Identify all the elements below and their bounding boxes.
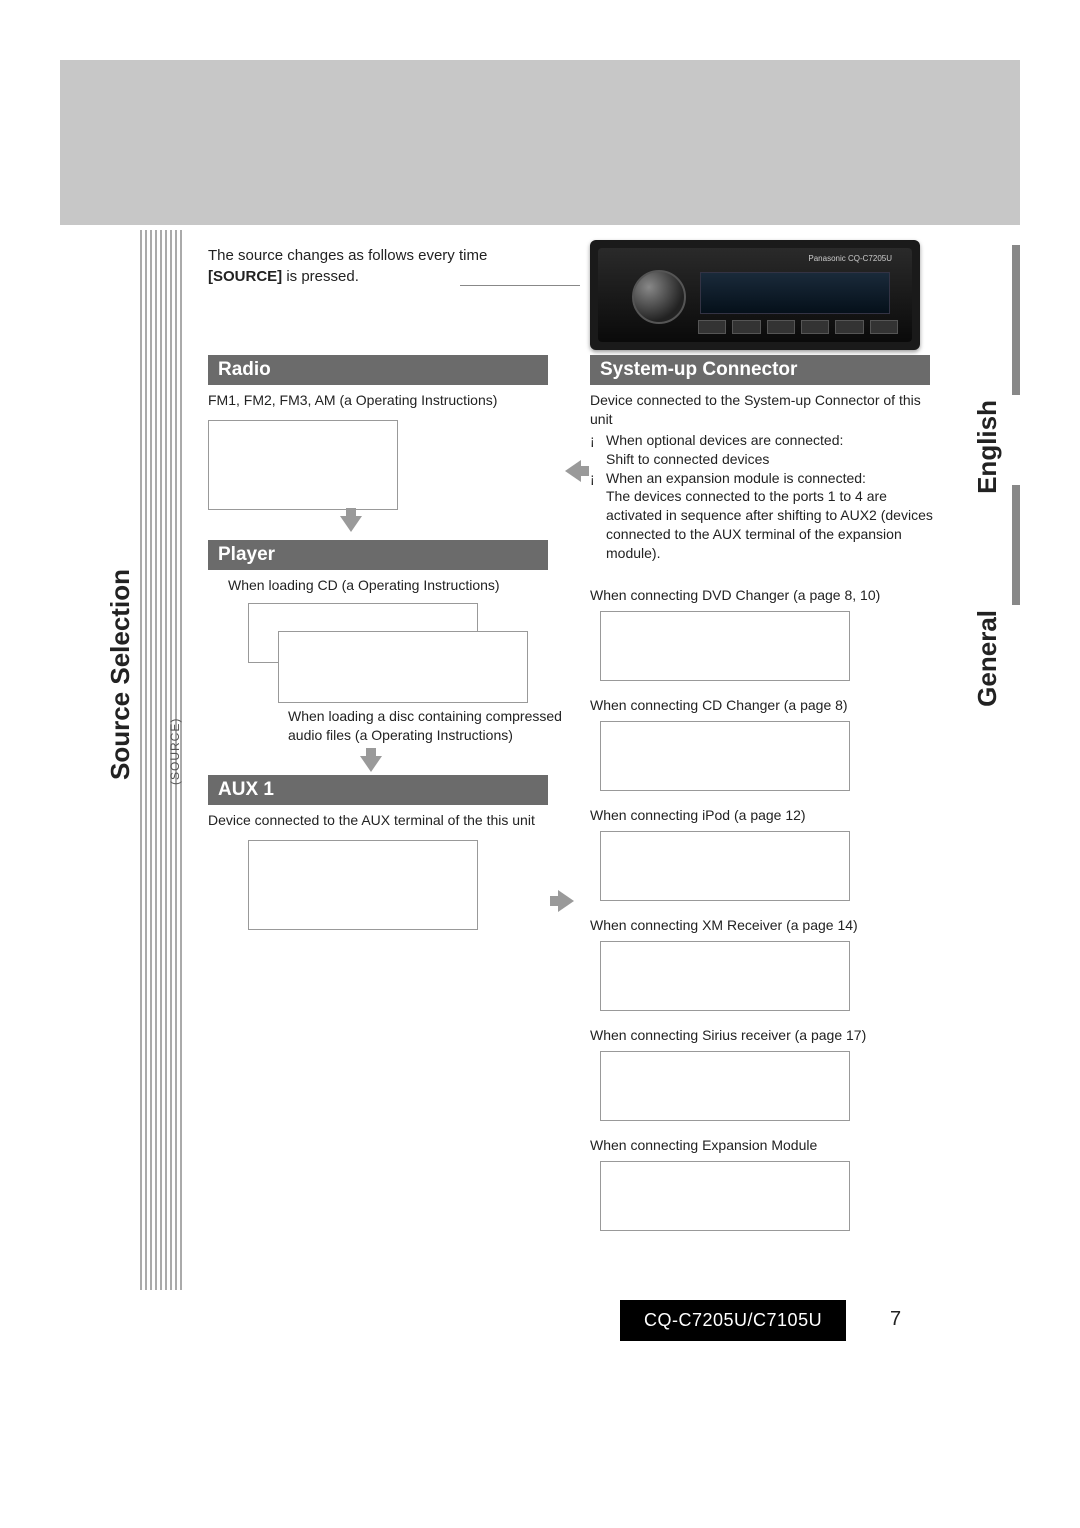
sysup-box-4 xyxy=(600,1051,850,1121)
sysup-item-3: When connecting XM Receiver (a page 14) xyxy=(590,916,950,935)
sysup-bullet2e: module). xyxy=(606,545,660,561)
device-button-row xyxy=(698,320,898,334)
section-bar-player: Player xyxy=(208,540,548,570)
sysup-item-cd: When connecting CD Changer (a page 8) xyxy=(590,690,950,791)
sysup-bullet1b: Shift to connected devices xyxy=(606,451,769,467)
device-knob xyxy=(632,270,686,324)
sysup-box-2 xyxy=(600,831,850,901)
sysup-bullet2b: The devices connected to the ports 1 to … xyxy=(606,488,887,504)
player-box-2 xyxy=(278,631,528,703)
sysup-item-dvd: When connecting DVD Changer (a page 8, 1… xyxy=(590,580,950,681)
player-text-cd: When loading CD (a Operating Instruction… xyxy=(228,576,568,595)
sysup-item-ipod: When connecting iPod (a page 12) xyxy=(590,800,950,901)
sysup-bullet2a: When an expansion module is connected: xyxy=(606,470,866,486)
sysup-bullet1a: When optional devices are connected: xyxy=(606,432,843,448)
manual-page: Source Selection (SOURCE) English Genera… xyxy=(60,60,1020,1468)
radio-display-box xyxy=(208,420,398,510)
intro-connector-line xyxy=(460,285,580,286)
sysup-bullet2: ¡ When an expansion module is connected:… xyxy=(590,469,950,563)
sysup-item-expansion: When connecting Expansion Module xyxy=(590,1130,950,1231)
tab-bar-general xyxy=(1012,485,1020,605)
section-bar-aux1: AUX 1 xyxy=(208,775,548,805)
sysup-bullet2d: connected to the AUX terminal of the exp… xyxy=(606,526,902,542)
section-systemup: System-up Connector Device connected to … xyxy=(590,355,950,563)
section-radio: Radio FM1, FM2, FM3, AM (a Operating Ins… xyxy=(208,355,568,510)
sysup-box-5 xyxy=(600,1161,850,1231)
arrow-radio-to-player xyxy=(340,510,362,538)
sysup-item-0: When connecting DVD Changer (a page 8, 1… xyxy=(590,586,950,605)
aux1-box xyxy=(248,840,478,930)
section-player: Player When loading CD (a Operating Inst… xyxy=(208,540,568,745)
sysup-intro2: unit xyxy=(590,410,950,429)
sysup-box-3 xyxy=(600,941,850,1011)
player-text-compressed2: audio files (a Operating Instructions) xyxy=(288,726,568,745)
tab-label-english: English xyxy=(972,400,1003,494)
sysup-item-xm: When connecting XM Receiver (a page 14) xyxy=(590,910,950,1011)
intro-source-bold: [SOURCE] xyxy=(208,268,282,285)
device-face: Panasonic CQ-C7205U xyxy=(598,248,912,342)
section-bar-systemup: System-up Connector xyxy=(590,355,930,385)
side-title: Source Selection xyxy=(105,569,136,780)
tab-label-general: General xyxy=(972,610,1003,707)
tab-bar-english xyxy=(1012,245,1020,395)
intro-text: The source changes as follows every time… xyxy=(208,245,487,287)
sysup-item-1: When connecting CD Changer (a page 8) xyxy=(590,696,950,715)
sysup-box-1 xyxy=(600,721,850,791)
bullet-icon: ¡ xyxy=(590,431,606,469)
sysup-item-sirius: When connecting Sirius receiver (a page … xyxy=(590,1020,950,1121)
arrow-left-icon xyxy=(565,460,581,482)
footer-page-number: 7 xyxy=(890,1308,901,1331)
device-brand-label: Panasonic CQ-C7205U xyxy=(808,254,892,263)
intro-line2-rest: is pressed. xyxy=(282,268,359,285)
radio-text: FM1, FM2, FM3, AM (a Operating Instructi… xyxy=(208,391,568,410)
tab-english xyxy=(978,245,1020,395)
section-bar-radio: Radio xyxy=(208,355,548,385)
arrow-player-to-aux xyxy=(360,750,382,778)
device-photo: Panasonic CQ-C7205U xyxy=(590,240,920,350)
top-banner xyxy=(60,60,1020,225)
sysup-bullet2c: activated in sequence after shifting to … xyxy=(606,507,933,523)
bullet-icon: ¡ xyxy=(590,469,606,563)
footer-model: CQ-C7205U/C7105U xyxy=(620,1300,846,1341)
sysup-intro1: Device connected to the System-up Connec… xyxy=(590,391,950,410)
sysup-bullet1: ¡ When optional devices are connected: S… xyxy=(590,431,950,469)
player-text-compressed1: When loading a disc containing compresse… xyxy=(288,707,568,726)
sysup-item-5: When connecting Expansion Module xyxy=(590,1136,950,1155)
arrow-right-icon xyxy=(558,890,574,912)
device-screen xyxy=(700,272,890,314)
sysup-item-4: When connecting Sirius receiver (a page … xyxy=(590,1026,950,1045)
section-aux1: AUX 1 Device connected to the AUX termin… xyxy=(208,775,568,930)
side-subtitle: (SOURCE) xyxy=(168,718,182,785)
sysup-box-0 xyxy=(600,611,850,681)
intro-line1: The source changes as follows every time xyxy=(208,247,487,264)
aux1-text: Device connected to the AUX terminal of … xyxy=(208,811,568,830)
sysup-item-2: When connecting iPod (a page 12) xyxy=(590,806,950,825)
